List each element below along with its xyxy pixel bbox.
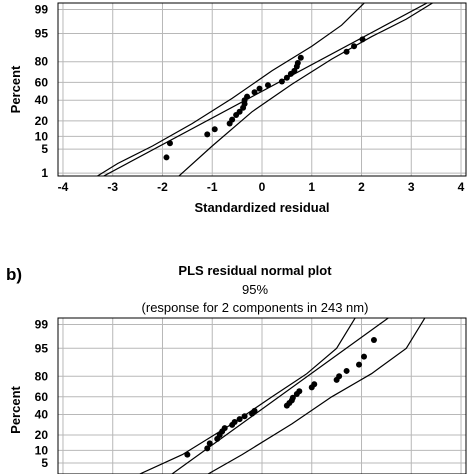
data-point (244, 93, 251, 100)
y-tick-label: 95 (35, 341, 49, 355)
data-point (361, 353, 367, 360)
panel-b-chart: b) PLS residual normal plot 95% (respons… (6, 263, 467, 474)
x-tick-label: -4 (58, 180, 69, 194)
data-point (356, 361, 363, 368)
panel-a-x-axis-label: Standardized residual (194, 200, 329, 215)
confidence-band-upper (138, 318, 356, 474)
panel-b-subtitle-2: (response for 2 components in 243 nm) (142, 300, 369, 315)
data-point (291, 67, 298, 74)
y-tick-label: 5 (41, 456, 48, 470)
x-tick-label: 2 (358, 180, 365, 194)
curve-group (96, 3, 434, 176)
panel-a-gridlines (58, 3, 466, 176)
x-tick-label: 1 (308, 180, 315, 194)
y-tick-label: 80 (35, 55, 49, 69)
data-point (283, 74, 290, 81)
data-point (236, 108, 243, 115)
y-tick-label: 40 (35, 93, 49, 107)
y-tick-label: 10 (35, 129, 49, 143)
data-point (336, 373, 343, 380)
data-point (231, 418, 238, 425)
curve-group (138, 318, 426, 474)
y-tick-label: 5 (41, 142, 48, 156)
panel-b-gridlines (58, 318, 466, 474)
data-point (289, 394, 296, 401)
y-tick-label: 60 (35, 390, 49, 404)
data-point (221, 425, 228, 432)
panel-b-title: PLS residual normal plot (178, 263, 332, 278)
data-point (206, 440, 213, 447)
panel-a-plot-frame (57, 2, 467, 177)
panel-b-points (184, 337, 377, 458)
data-point (204, 131, 211, 138)
y-tick-label: 40 (35, 407, 49, 421)
data-point (211, 126, 218, 133)
y-tick-label: 20 (35, 114, 49, 128)
y-tick-label: 99 (35, 3, 49, 17)
y-tick-label: 60 (35, 75, 49, 89)
panel-a-curves (96, 3, 434, 176)
confidence-band-upper (96, 3, 366, 176)
data-point (251, 89, 258, 96)
data-point (163, 154, 170, 161)
x-tick-label: -2 (157, 180, 168, 194)
panel-a-y-axis-label: Percent (8, 65, 23, 113)
x-tick-label: 4 (458, 180, 465, 194)
panel-a-x-tick-labels: -4 -3 -2 -1 0 1 2 3 4 (58, 180, 465, 194)
data-point (166, 140, 173, 147)
data-point (297, 54, 304, 61)
data-point (264, 82, 271, 89)
data-point (229, 116, 236, 123)
y-tick-label: 80 (35, 369, 49, 383)
data-point (370, 337, 377, 344)
x-tick-label: 0 (259, 180, 266, 194)
data-point (251, 407, 258, 414)
data-point (294, 59, 301, 66)
data-point (236, 416, 243, 423)
data-point (351, 43, 358, 50)
x-tick-label: -1 (207, 180, 218, 194)
y-tick-label: 95 (35, 26, 49, 40)
panel-b-y-axis-label: Percent (8, 385, 23, 433)
data-point (311, 381, 318, 388)
fit-line (102, 3, 429, 176)
confidence-band-lower (206, 318, 426, 474)
data-point (241, 413, 248, 420)
data-point (204, 445, 211, 452)
panel-b-label: b) (6, 265, 22, 284)
data-point (184, 451, 191, 458)
panel-a-points (163, 36, 366, 161)
panel-b-plot-frame (57, 317, 467, 474)
data-point (278, 78, 285, 85)
confidence-band-lower (178, 3, 434, 176)
panel-b-subtitle: 95% (242, 282, 268, 297)
y-tick-label: 1 (41, 166, 48, 180)
data-point (256, 85, 263, 92)
data-point (343, 48, 350, 55)
y-tick-label: 99 (35, 317, 49, 331)
x-tick-label: 3 (408, 180, 415, 194)
x-tick-label: -3 (107, 180, 118, 194)
data-point (343, 367, 350, 374)
fit-line (170, 318, 390, 474)
data-point (359, 36, 366, 43)
panel-b-curves (138, 318, 426, 474)
y-tick-label: 10 (35, 443, 49, 457)
data-point (296, 388, 303, 395)
y-tick-label: 20 (35, 428, 49, 442)
